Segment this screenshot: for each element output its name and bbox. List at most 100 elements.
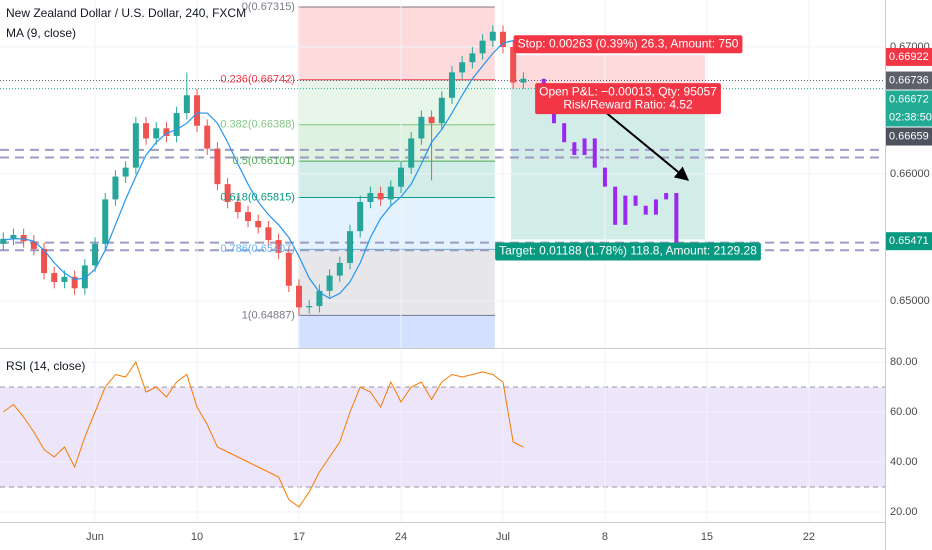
x-tick-label: Jun <box>86 531 104 543</box>
candle-body <box>408 138 415 168</box>
fib-zone <box>297 161 495 198</box>
axis-layer: 0.670000.660000.6500080.0060.0040.0020.0… <box>86 41 932 543</box>
candle-body <box>224 184 231 202</box>
pnl-label: Risk/Reward Ratio: 4.52 <box>563 97 693 111</box>
x-tick-label: 17 <box>293 531 305 543</box>
price-tag <box>886 90 932 109</box>
y-tick-label: 0.66000 <box>890 168 930 180</box>
candle-body <box>510 46 517 83</box>
fib-zone <box>297 197 495 250</box>
fib-label: 0.236(0.66742) <box>220 74 295 86</box>
candle-body <box>418 116 425 139</box>
projection-bar <box>613 186 618 225</box>
candle-body <box>316 290 323 307</box>
fib-label: 0.786(0.65407) <box>220 243 295 255</box>
ma-legend: MA (9, close) <box>6 26 76 40</box>
projection-bar <box>664 193 669 200</box>
projection-bar <box>572 142 577 155</box>
candle-body <box>357 201 364 232</box>
x-tick-label: 8 <box>602 531 608 543</box>
price-tag <box>886 47 932 66</box>
chart-title: New Zealand Dollar / U.S. Dollar, 240, F… <box>6 6 246 20</box>
candle-body <box>92 243 99 266</box>
candle-body <box>285 252 292 286</box>
projection-bar <box>602 167 607 187</box>
candle-body <box>204 125 211 149</box>
rsi-legend: RSI (14, close) <box>6 359 85 373</box>
candle-body <box>112 176 119 200</box>
candle-body <box>499 31 506 47</box>
candle-body <box>428 116 435 124</box>
price-tag-label: 0.66736 <box>889 74 929 86</box>
candle-body <box>306 306 313 308</box>
candle-body <box>255 220 262 228</box>
candle-body <box>448 72 455 98</box>
candle-body <box>326 275 333 291</box>
candle-body <box>0 238 7 244</box>
fib-label: 0.382(0.66388) <box>220 119 295 131</box>
candle-body <box>102 199 109 244</box>
price-tag-label: 0.66672 <box>889 93 929 105</box>
price-tag <box>886 71 932 90</box>
candle-body <box>377 193 384 200</box>
countdown-label: 02:38:50 <box>889 111 932 123</box>
pnl-label-box <box>535 83 721 115</box>
fib-zone <box>297 124 495 162</box>
candle-body <box>143 123 150 139</box>
fib-extension-zone <box>297 315 495 348</box>
candle-body <box>245 212 252 221</box>
candle-body <box>296 285 303 308</box>
candle-body <box>10 234 17 239</box>
x-tick-label: 24 <box>395 531 407 543</box>
fib-label: 0(0.67315) <box>242 1 295 13</box>
candle-body <box>265 227 272 241</box>
labels-layer: 0(0.67315) 0.236(0.66742) 0.382(0.66388) 0.… <box>220 1 761 321</box>
candle-body <box>459 62 466 73</box>
price-tag-label: 0.66659 <box>889 130 929 142</box>
price-tag-label: 0.66922 <box>889 51 929 63</box>
projection-bar <box>633 195 638 206</box>
candle-body <box>51 273 58 282</box>
projection-bar <box>582 138 587 155</box>
pnl-label: Open P&L: −0.00013, Qty: 95057 <box>539 84 717 98</box>
candle-body <box>438 97 445 124</box>
y-tick-label: 0.65000 <box>890 295 930 307</box>
candle-body <box>122 167 129 177</box>
y-tick-label: 40.00 <box>890 456 918 468</box>
fib-zone <box>297 79 495 125</box>
x-tick-label: 15 <box>701 531 713 543</box>
ma-line <box>3 39 524 300</box>
candle-body <box>489 31 496 41</box>
projection-bar <box>653 199 658 215</box>
candle-body <box>20 234 27 242</box>
fib-label: 1(0.64887) <box>242 309 295 321</box>
x-tick-label: Jul <box>496 531 510 543</box>
projection-bar <box>643 205 648 215</box>
rsi-line <box>2 360 524 508</box>
price-tag-label: 0.65471 <box>889 235 929 247</box>
projection-bar <box>674 193 679 251</box>
candle-body <box>30 241 37 249</box>
rsi-band <box>0 387 885 487</box>
price-tag <box>886 232 932 251</box>
x-tick-label: 22 <box>803 531 815 543</box>
candle-body <box>275 240 282 253</box>
candle-body <box>347 231 354 263</box>
candle-body <box>469 53 476 63</box>
candle-body <box>520 78 527 83</box>
candle-body <box>163 128 170 136</box>
candle-body <box>214 148 221 185</box>
candle-body <box>397 167 404 187</box>
projection-bar <box>562 123 567 143</box>
y-tick-label: 80.00 <box>890 356 918 368</box>
y-tick-label: 20.00 <box>890 506 918 518</box>
candle-body <box>234 201 241 213</box>
candle-body <box>194 95 201 126</box>
x-tick-label: 10 <box>191 531 203 543</box>
countdown-tag <box>886 108 932 127</box>
fib-label: 0.618(0.65815) <box>220 191 295 203</box>
candle-body <box>336 262 343 276</box>
candle-body <box>81 265 88 289</box>
candle-body <box>71 276 78 289</box>
